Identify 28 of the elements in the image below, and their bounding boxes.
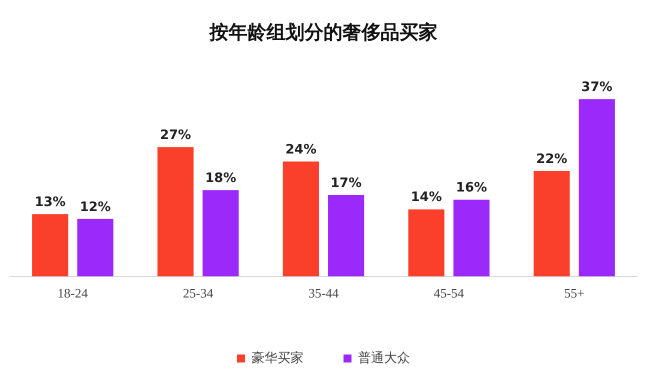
data-label: 37% [581,80,612,96]
bar [77,218,114,276]
bar [453,200,490,276]
bar [157,147,194,276]
x-tick-label: 35-44 [308,286,340,301]
data-label: 14% [410,190,442,206]
data-label: 18% [205,171,236,186]
bar [32,214,68,276]
data-label: 12% [80,200,111,215]
bar [202,190,239,276]
bar [282,161,319,276]
bar [578,99,615,276]
data-label: 17% [330,176,362,191]
bar [534,171,570,276]
data-label: 16% [456,180,488,196]
bar [328,194,364,276]
data-label: 13% [34,195,66,210]
legend-label: 普通大众 [358,350,410,366]
x-tick-label: 55+ [564,286,584,301]
data-label: 22% [536,152,568,167]
bar [408,209,444,276]
chart-title: 按年龄组划分的奢侈品买家 [208,21,438,44]
legend-label: 豪华买家 [252,350,304,366]
data-label: 24% [285,142,316,158]
data-label: 27% [160,128,192,143]
x-tick-label: 25-34 [182,286,214,301]
x-tick-label: 18-24 [58,286,88,301]
x-tick-label: 45-54 [434,286,465,301]
